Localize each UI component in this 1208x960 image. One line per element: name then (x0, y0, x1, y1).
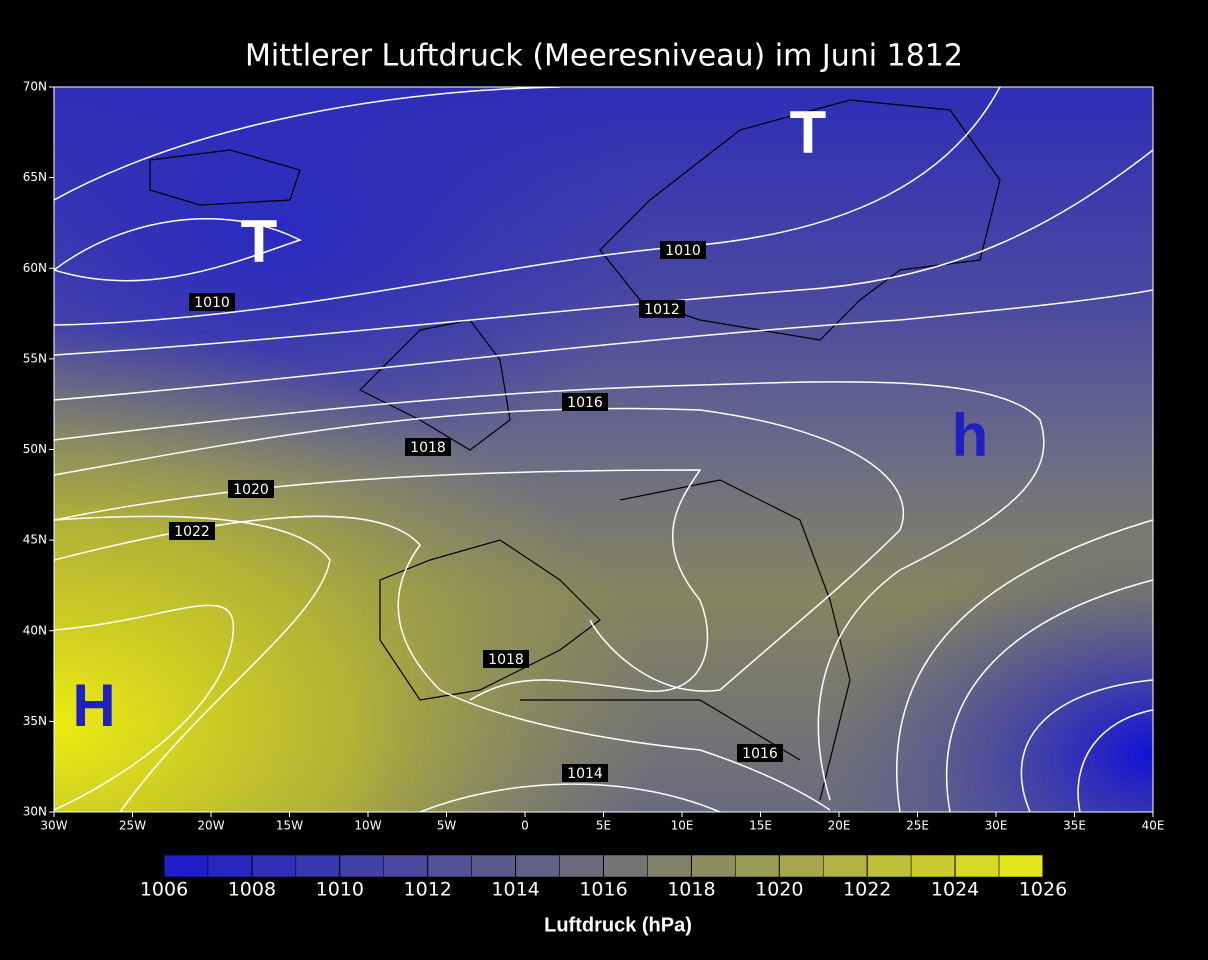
contour-label: 1020 (233, 482, 269, 498)
colorbar-cell (735, 854, 780, 878)
pressure-system: H (72, 672, 115, 739)
pressure-systems: T Th H (72, 99, 988, 739)
lat-tick-label: 35N (23, 714, 47, 728)
lat-tick-label: 40N (23, 623, 47, 637)
contour-label: 1012 (644, 302, 680, 318)
contour-label-bg (639, 300, 685, 318)
colorbar-cell (866, 854, 912, 878)
colorbar: 1006 1008 1010 1012 1014 1016 1018 1020 1022 1024… (140, 854, 1067, 901)
contour-label: 1022 (174, 524, 210, 540)
colorbar-tick-label: 1008 (228, 879, 276, 901)
colorbar-cell (823, 854, 868, 878)
lon-tick-label: 15W (276, 819, 303, 833)
lat-tick-label: 30N (23, 805, 47, 819)
contour-label: 1016 (742, 746, 778, 762)
contour-label-bg (228, 480, 274, 498)
lon-tick-label: 10W (354, 819, 381, 833)
colorbar-tick-label: 1012 (404, 879, 452, 901)
colorbar-cell (603, 854, 648, 878)
colorbar-tick-label: 1024 (931, 879, 979, 901)
colorbar-cell (515, 854, 560, 878)
lon-tick-label: 20W (197, 819, 224, 833)
colorbar-cell (427, 854, 472, 878)
pressure-field (54, 87, 1153, 812)
colorbar-tick-label: 1022 (843, 879, 891, 901)
colorbar-tick-label: 1006 (140, 879, 188, 901)
contour-label-bg (562, 764, 608, 782)
lon-tick-label: 10E (671, 819, 694, 833)
colorbar-cell (559, 854, 604, 878)
lon-tick-label: 25W (119, 819, 146, 833)
colorbar-tick-label: 1020 (755, 879, 803, 901)
lon-tick-label: 5E (596, 819, 611, 833)
lon-tick-label: 15E (749, 819, 772, 833)
colorbar-tick-label: 1026 (1019, 879, 1067, 901)
contour-labels: 1010 1010 1012 1016 1018 1020 1022 1018 1016 1014 (169, 241, 783, 782)
colorbar-label: Luftdruck (hPa) (544, 914, 692, 936)
colorbar-tick-label: 1010 (316, 879, 364, 901)
lon-tick-label: 20E (828, 819, 851, 833)
contour-label-bg (169, 522, 215, 540)
colorbar-cell (779, 854, 824, 878)
colorbar-cell (207, 854, 253, 878)
lat-tick-label: 55N (23, 351, 47, 365)
contour-label: 1010 (194, 295, 230, 311)
colorbar-tick-label: 1016 (579, 879, 627, 901)
colorbar-cell (339, 854, 384, 878)
contour-label-bg (189, 293, 235, 311)
contour-label: 1016 (567, 395, 603, 411)
contour-label: 1014 (567, 766, 603, 782)
map-axes: 30W 25W 20W 15W 10W 5W 0 5E 10E 15E 20E 25E 30E 35E 40… (23, 80, 1165, 833)
colorbar-cell (998, 854, 1044, 878)
contour-label-bg (660, 241, 706, 259)
contour-label-bg (483, 650, 529, 668)
lat-tick-label: 60N (23, 261, 47, 275)
contour-label-bg (737, 744, 783, 762)
lon-tick-label: 30E (985, 819, 1008, 833)
colorbar-cell (383, 854, 428, 878)
contour-label-bg (405, 438, 451, 456)
colorbar-cell (691, 854, 736, 878)
lon-tick-label: 0 (521, 819, 529, 833)
lon-tick-label: 40E (1142, 819, 1165, 833)
lon-tick-label: 35E (1063, 819, 1086, 833)
lon-tick-label: 5W (437, 819, 457, 833)
contour-label: 1010 (665, 243, 701, 259)
lat-tick-label: 50N (23, 442, 47, 456)
colorbar-cell (954, 854, 1000, 878)
pressure-system: h (952, 402, 989, 469)
lon-tick-label: 25E (906, 819, 929, 833)
lon-tick-label: 30W (40, 819, 67, 833)
colorbar-cell (910, 854, 956, 878)
contour-label: 1018 (488, 652, 524, 668)
lat-tick-label: 65N (23, 170, 47, 184)
colorbar-cell (251, 854, 297, 878)
contour-label: 1018 (410, 440, 446, 456)
colorbar-tick-label: 1014 (491, 879, 539, 901)
colorbar-cell (471, 854, 516, 878)
pressure-system: T (790, 99, 827, 166)
pressure-system: T (241, 208, 278, 275)
title: Mittlerer Luftdruck (Meeresniveau) im Ju… (245, 39, 963, 74)
colorbar-cell (295, 854, 341, 878)
contour-label-bg (562, 393, 608, 411)
colorbar-tick-label: 1018 (667, 879, 715, 901)
colorbar-cell (163, 854, 209, 878)
lat-tick-label: 45N (23, 533, 47, 547)
colorbar-cell (647, 854, 692, 878)
lat-tick-label: 70N (23, 80, 47, 94)
